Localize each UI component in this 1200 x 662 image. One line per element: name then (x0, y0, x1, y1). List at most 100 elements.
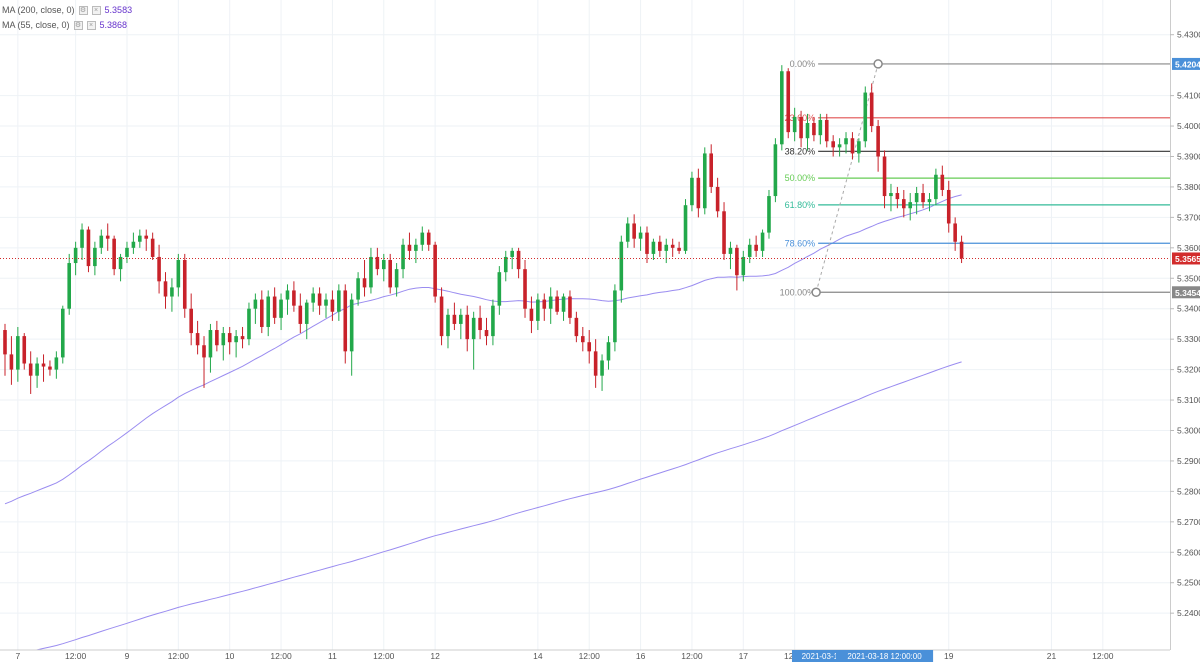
candle (433, 242, 437, 303)
candle-body (774, 144, 778, 196)
fibonacci-retracement[interactable]: 0.00%23.60%38.20%50.00%61.80%78.60%100.0… (780, 59, 1170, 297)
candle-body (709, 153, 713, 186)
candle (356, 272, 360, 305)
candle-body (851, 138, 855, 153)
candle (125, 242, 129, 263)
candle (517, 248, 521, 278)
candle-body (941, 175, 945, 190)
settings-icon[interactable]: ⚙ (79, 6, 88, 15)
candle-body (639, 233, 643, 239)
candle (215, 321, 219, 351)
candle-body (266, 297, 270, 327)
candle (138, 230, 142, 248)
candle (690, 172, 694, 212)
candle (299, 293, 303, 333)
candle (722, 202, 726, 260)
candle-body (594, 351, 598, 375)
candle-body (311, 293, 315, 302)
candle (947, 181, 951, 233)
candle-body (735, 248, 739, 275)
candle-body (690, 178, 694, 205)
candle (286, 284, 290, 314)
candle (177, 254, 181, 297)
candle (318, 287, 322, 314)
x-tick-label: 16 (636, 651, 646, 661)
candle (273, 287, 277, 324)
candle (67, 254, 71, 315)
candle-body (863, 93, 867, 142)
candle-body (228, 333, 232, 342)
candle (459, 309, 463, 339)
candle-body (921, 193, 925, 202)
candle-body (857, 141, 861, 153)
x-tick-label: 12:00 (681, 651, 703, 661)
candle (857, 138, 861, 162)
candle (183, 254, 187, 318)
candle-body (504, 257, 508, 272)
candle-body (80, 230, 84, 248)
ma200-label: MA (200, close, 0) (2, 5, 75, 15)
candle (478, 306, 482, 339)
candle (902, 190, 906, 217)
candle (883, 150, 887, 208)
candle (697, 169, 701, 218)
candle (542, 293, 546, 320)
candle (196, 321, 200, 354)
fib-high-price-tag: 5.4204 (1175, 59, 1200, 69)
candle-body (16, 336, 20, 369)
candle (343, 284, 347, 363)
candle-body (742, 257, 746, 275)
candle-body (960, 242, 964, 259)
y-tick-label: 5.4100 (1177, 91, 1200, 101)
candle (164, 272, 168, 309)
price-axis[interactable]: 5.4300 5.4100 5.4000 5.3900 5.3800 5.3700 5.36… (1170, 30, 1200, 618)
candle-body (819, 120, 823, 135)
candle (825, 114, 829, 147)
candle (767, 190, 771, 239)
candle (607, 336, 611, 369)
candle (639, 227, 643, 251)
y-tick-label: 5.3600 (1177, 243, 1200, 253)
candle-body (549, 297, 553, 309)
candle (465, 306, 469, 352)
candle-body (838, 144, 842, 147)
time-axis[interactable]: 7 12:00 9 12:00 10 12:00 11 12:00 12 14 12:00 16 12:… (0, 650, 1200, 662)
close-icon[interactable]: × (87, 21, 96, 30)
candle (626, 217, 630, 247)
candle-body (100, 236, 104, 248)
y-tick-label: 5.3100 (1177, 395, 1200, 405)
candle-body (414, 245, 418, 251)
candle-body (67, 263, 71, 309)
candle-body (799, 117, 803, 138)
candle (498, 266, 502, 315)
candle-body (761, 233, 765, 251)
candle (106, 223, 110, 250)
candle (863, 86, 867, 147)
candle (401, 239, 405, 279)
candle-body (555, 297, 559, 312)
candle-body (491, 306, 495, 336)
candle (112, 236, 116, 276)
candle (562, 293, 566, 320)
candle-body (337, 290, 341, 311)
candle-body (273, 297, 277, 318)
candle (241, 327, 245, 348)
candle-body (575, 318, 579, 336)
candle-body (812, 123, 816, 135)
candle-body (517, 251, 521, 269)
candle (941, 166, 945, 196)
candle (453, 303, 457, 330)
candle-body (93, 248, 97, 266)
close-icon[interactable]: × (92, 6, 101, 15)
x-tick-label: 11 (328, 651, 337, 661)
candle (748, 239, 752, 263)
candle-body (87, 230, 91, 267)
candle (247, 303, 251, 346)
candle (504, 251, 508, 281)
settings-icon[interactable]: ⚙ (74, 21, 83, 30)
candle (716, 178, 720, 218)
candle (266, 290, 270, 336)
candle (780, 65, 784, 150)
candle (202, 336, 206, 388)
